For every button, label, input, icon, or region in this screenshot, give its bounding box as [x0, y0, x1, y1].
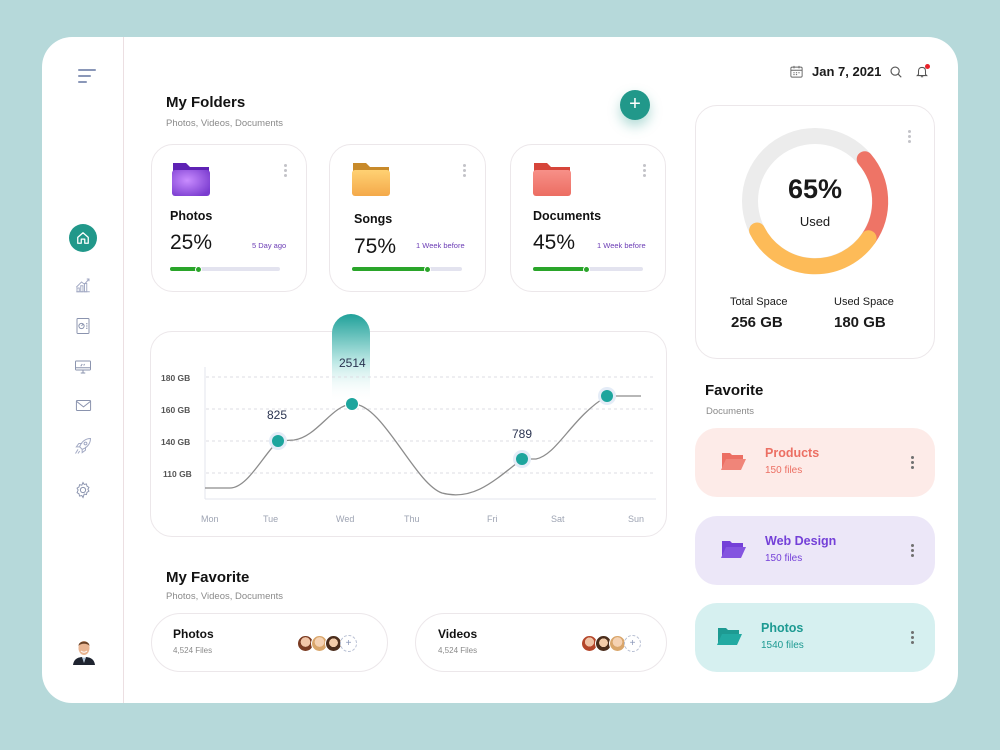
folder-percent: 45%: [533, 231, 576, 254]
bell-icon: [916, 66, 929, 78]
chart-icon: [75, 278, 90, 293]
user-avatar[interactable]: [72, 637, 96, 665]
shared-users: +: [297, 635, 357, 652]
folder-progress: [352, 265, 462, 273]
folder-updated: 1 Week before: [597, 241, 646, 250]
favorite-count: 4,524 Files: [173, 646, 213, 655]
used-space-value: 180 GB: [834, 314, 886, 331]
favorite-item-photos[interactable]: Photos 1540 files: [695, 603, 935, 672]
more-options-icon[interactable]: [911, 631, 915, 646]
total-space-value: 256 GB: [731, 314, 783, 331]
more-options-icon[interactable]: [908, 130, 912, 145]
folder-name: Songs: [354, 212, 393, 226]
sidebar-item-launch[interactable]: [69, 432, 97, 460]
gear-icon: [76, 481, 90, 499]
favorite-name: Videos: [438, 627, 478, 641]
favorite-title: Favorite: [705, 382, 764, 399]
add-folder-button[interactable]: +: [620, 90, 650, 120]
folder-open-icon: [721, 541, 746, 558]
favorite-item-name: Web Design: [765, 534, 837, 548]
notification-button[interactable]: [915, 64, 931, 79]
topbar: Jan 7, 2021: [789, 64, 931, 79]
folder-open-icon: [717, 628, 742, 645]
folder-card-photos[interactable]: Photos 25% 5 Day ago: [151, 144, 307, 292]
storage-chart-card: [150, 331, 667, 537]
favorite-name: Photos: [173, 627, 214, 641]
more-options-icon[interactable]: [643, 164, 647, 179]
home-icon: [77, 232, 89, 244]
favorite-item-count: 150 files: [765, 465, 803, 476]
favorite-item-name: Photos: [761, 621, 804, 635]
folder-percent: 75%: [354, 235, 397, 258]
folder-name: Documents: [533, 209, 602, 223]
sidebar: [42, 37, 124, 703]
favorite-item-name: Products: [765, 446, 820, 460]
total-space-label: Total Space: [730, 296, 788, 308]
add-user-button[interactable]: +: [624, 635, 641, 652]
favorite-count: 4,524 Files: [438, 646, 478, 655]
rocket-icon: [75, 437, 92, 454]
sidebar-item-analytics[interactable]: [69, 271, 97, 299]
favorite-item-count: 1540 files: [761, 640, 804, 651]
sidebar-item-monitor[interactable]: [69, 353, 97, 381]
folder-card-documents[interactable]: Documents 45% 1 Week before: [510, 144, 666, 292]
favorite-photos-card[interactable]: Photos 4,524 Files +: [151, 613, 388, 672]
folder-name: Photos: [170, 209, 213, 223]
used-space-label: Used Space: [834, 296, 894, 308]
search-icon[interactable]: [889, 65, 903, 79]
favorite-item-count: 150 files: [765, 553, 803, 564]
my-folders-subtitle: Photos, Videos, Documents: [166, 118, 284, 129]
more-options-icon[interactable]: [911, 456, 915, 471]
folder-progress: [170, 265, 280, 273]
dashboard-window: Jan 7, 2021 My Folders Photos, Videos, D…: [42, 37, 958, 703]
my-folders-title: My Folders: [166, 94, 246, 111]
folder-updated: 5 Day ago: [252, 241, 287, 250]
folder-icon: [533, 163, 571, 196]
sidebar-item-settings[interactable]: [69, 476, 97, 504]
current-date: Jan 7, 2021: [812, 64, 882, 79]
favorite-item-web-design[interactable]: Web Design 150 files: [695, 516, 935, 585]
favorite-videos-card[interactable]: Videos 4,524 Files +: [415, 613, 667, 672]
more-options-icon[interactable]: [911, 544, 915, 559]
favorite-subtitle: Documents: [706, 406, 755, 417]
folder-open-icon: [721, 453, 746, 470]
shared-users: +: [581, 635, 641, 652]
folder-icon: [172, 163, 210, 196]
report-icon: [76, 318, 90, 334]
more-options-icon[interactable]: [284, 164, 288, 179]
favorite-item-products[interactable]: Products 150 files: [695, 428, 935, 497]
calendar-icon[interactable]: [789, 64, 804, 79]
used-label: Used: [799, 214, 831, 229]
monitor-icon: [75, 360, 91, 374]
folder-card-songs[interactable]: Songs 75% 1 Week before: [329, 144, 486, 292]
used-percent: 65%: [787, 174, 843, 204]
more-options-icon[interactable]: [463, 164, 467, 179]
storage-donut: [742, 128, 889, 275]
sidebar-item-reports[interactable]: [69, 312, 97, 340]
folder-progress: [533, 265, 643, 273]
add-user-button[interactable]: +: [340, 635, 357, 652]
folder-percent: 25%: [170, 231, 213, 254]
menu-icon[interactable]: [78, 69, 98, 83]
notification-dot: [925, 64, 931, 69]
sidebar-item-home[interactable]: [69, 224, 97, 252]
my-favorite-subtitle: Photos, Videos, Documents: [166, 591, 284, 602]
sidebar-item-mail[interactable]: [69, 391, 97, 419]
folder-updated: 1 Week before: [416, 241, 465, 250]
my-favorite-title: My Favorite: [166, 569, 250, 586]
folder-icon: [352, 163, 390, 196]
storage-usage-card: 65% Used Total Space 256 GB Used Space 1…: [695, 105, 935, 359]
mail-icon: [75, 399, 91, 411]
